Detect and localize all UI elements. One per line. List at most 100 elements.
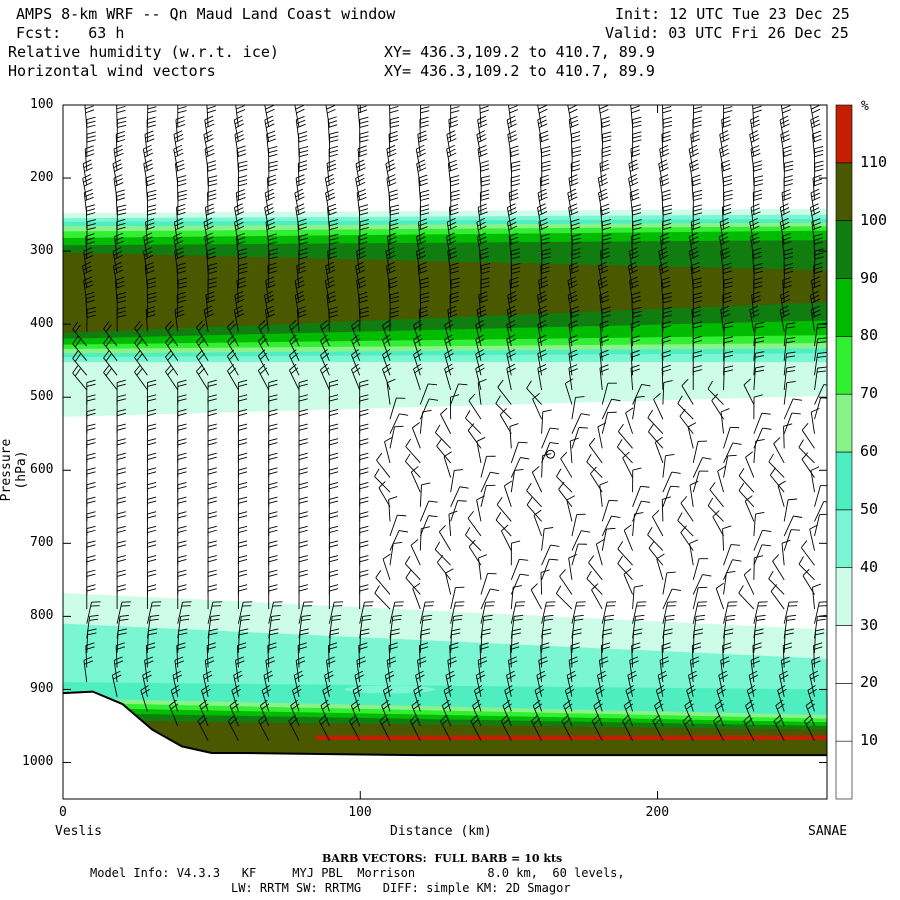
wind-barb	[723, 365, 734, 390]
colorbar-level: 100	[860, 210, 888, 229]
wind-barb	[813, 262, 823, 288]
rh-band-30-40-mid	[63, 362, 827, 417]
wind-barb	[652, 714, 664, 741]
wind-barb	[679, 408, 694, 435]
wind-barb	[723, 544, 740, 566]
wind-barb	[351, 319, 361, 347]
wind-barb	[601, 145, 611, 171]
wind-barb	[709, 482, 724, 508]
xy-range-2: XY= 436.3,109.2 to 410.7, 89.9	[384, 62, 655, 80]
wind-barb	[559, 569, 573, 595]
wind-barb	[569, 437, 579, 463]
wind-barb	[173, 130, 184, 157]
wind-barb	[571, 601, 586, 624]
wind-barb	[233, 305, 245, 332]
wind-barb	[207, 601, 222, 624]
wind-barb	[586, 453, 603, 478]
wind-barb	[85, 233, 95, 259]
wind-barb	[600, 247, 610, 274]
wind-barb	[413, 319, 423, 347]
wind-barb	[749, 232, 761, 259]
wind-barb	[417, 656, 427, 683]
wind-barb	[632, 584, 644, 610]
wind-barb	[721, 116, 731, 142]
colorbar-segment	[835, 625, 853, 684]
wind-barb	[568, 174, 579, 201]
wind-barb	[738, 482, 755, 508]
wind-barb	[174, 305, 185, 332]
colorbar-segment	[835, 451, 853, 511]
wind-barb	[328, 219, 339, 244]
wind-barb	[375, 570, 391, 595]
wind-barb	[692, 601, 707, 624]
wind-barb	[382, 363, 392, 391]
wind-barb	[591, 583, 603, 610]
rh-fill-layers	[63, 208, 827, 756]
forecast-hour: Fcst: 63 h	[16, 24, 125, 42]
wind-barb	[779, 115, 790, 142]
wind-barb	[598, 656, 609, 683]
wind-barb	[351, 349, 361, 376]
wind-barb	[801, 423, 815, 449]
wind-barb	[566, 670, 577, 697]
wind-barb	[814, 384, 827, 405]
terrain-outline	[63, 690, 827, 757]
wind-barb	[680, 496, 694, 522]
wind-barb	[540, 569, 550, 595]
wind-barb	[134, 350, 148, 376]
wind-barb	[475, 670, 486, 697]
colorbar-segment	[835, 104, 853, 164]
wind-barb	[389, 306, 399, 332]
wind-barb	[595, 539, 605, 566]
wind-barb	[320, 363, 330, 391]
wind-barb	[86, 584, 96, 610]
wind-barb	[405, 438, 421, 464]
wind-barb	[480, 455, 496, 478]
wind-barb	[749, 217, 760, 244]
wind-barb	[712, 510, 724, 537]
wind-barb	[569, 306, 580, 332]
wind-barb	[541, 160, 551, 186]
wind-barb	[328, 584, 339, 610]
wind-barb	[386, 656, 397, 683]
wind-barb	[374, 585, 391, 610]
wind-barb	[235, 105, 246, 127]
wind-barb	[780, 105, 791, 127]
wind-barb	[227, 714, 239, 741]
wind-barb	[536, 290, 548, 317]
wind-barb	[436, 438, 451, 464]
wind-barb	[537, 188, 548, 215]
wind-barb	[477, 378, 487, 405]
colorbar-level: 10	[860, 731, 879, 750]
wind-barb	[541, 409, 552, 434]
wind-barb	[418, 642, 429, 668]
wind-barb	[777, 685, 787, 712]
wind-barb	[628, 159, 639, 186]
wind-barb	[689, 539, 699, 566]
wind-barb	[753, 601, 768, 624]
wind-barb	[647, 526, 664, 551]
wind-barb	[719, 144, 730, 171]
wind-barb	[112, 247, 123, 274]
wind-barb	[651, 510, 664, 537]
wind-barb	[447, 305, 458, 332]
y-tick-label: 300	[30, 243, 54, 259]
wind-barb	[320, 349, 330, 376]
wind-barb	[227, 364, 239, 391]
wind-barb	[532, 393, 543, 420]
wind-barb	[324, 670, 334, 697]
wind-barb	[810, 466, 820, 493]
wind-barb	[570, 160, 581, 186]
wind-barb	[810, 105, 821, 127]
wind-barb	[692, 457, 712, 478]
wind-barb	[115, 189, 126, 215]
wind-barb	[196, 335, 209, 361]
rh-band-lower-110	[315, 735, 827, 740]
wind-barb	[419, 526, 431, 551]
wind-barb	[812, 130, 822, 157]
wind-barb	[115, 642, 126, 668]
wind-barb	[628, 174, 639, 201]
x-right-station: SANAE	[808, 824, 848, 839]
wind-barb	[526, 482, 542, 508]
wind-barb	[413, 349, 423, 376]
